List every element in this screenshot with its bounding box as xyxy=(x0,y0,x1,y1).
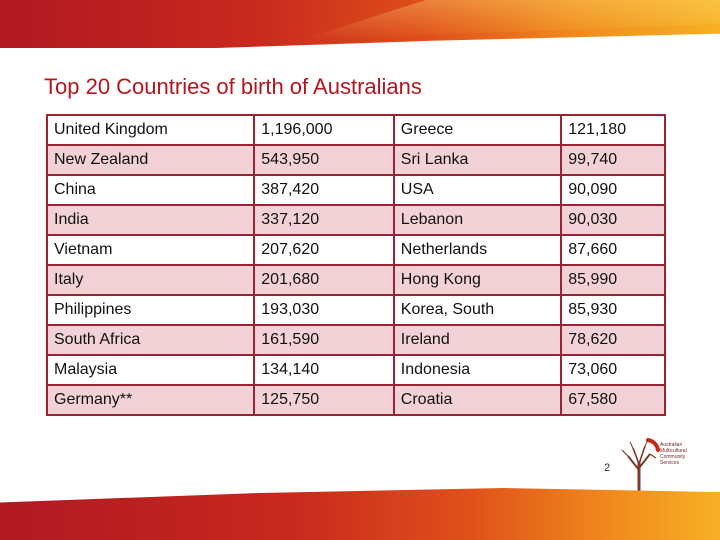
table-row: China 387,420 USA 90,090 xyxy=(45,174,666,206)
table-row: Malaysia 134,140 Indonesia 73,060 xyxy=(45,354,666,386)
population-cell: 90,030 xyxy=(560,204,666,236)
population-cell: 87,660 xyxy=(560,234,666,266)
country-cell: Korea, South xyxy=(392,294,563,326)
population-cell: 201,680 xyxy=(253,264,395,296)
population-cell: 85,990 xyxy=(560,264,666,296)
country-cell: United Kingdom xyxy=(45,114,256,146)
country-cell: Vietnam xyxy=(45,234,256,266)
country-cell: South Africa xyxy=(45,324,256,356)
population-cell: 121,180 xyxy=(560,114,666,146)
population-cell: 125,750 xyxy=(253,384,395,416)
population-cell: 99,740 xyxy=(560,144,666,176)
country-cell: Hong Kong xyxy=(392,264,563,296)
country-cell: Netherlands xyxy=(392,234,563,266)
country-cell: Croatia xyxy=(392,384,563,416)
bottom-decorative-band xyxy=(0,488,720,540)
country-cell: Philippines xyxy=(45,294,256,326)
country-cell: China xyxy=(45,174,256,206)
country-cell: Malaysia xyxy=(45,354,256,386)
table-row: South Africa 161,590 Ireland 78,620 xyxy=(45,324,666,356)
table-row: Vietnam 207,620 Netherlands 87,660 xyxy=(45,234,666,266)
country-cell: Germany** xyxy=(45,384,256,416)
country-cell: USA xyxy=(392,174,563,206)
country-cell: Indonesia xyxy=(392,354,563,386)
slide-title: Top 20 Countries of birth of Australians xyxy=(44,74,422,99)
population-cell: 543,950 xyxy=(253,144,395,176)
logo-line: Services xyxy=(660,460,680,466)
population-cell: 134,140 xyxy=(253,354,395,386)
country-cell: Italy xyxy=(45,264,256,296)
country-cell: India xyxy=(45,204,256,236)
logo-line: Multicultural xyxy=(660,448,687,454)
table-row: Philippines 193,030 Korea, South 85,930 xyxy=(45,294,666,326)
population-cell: 161,590 xyxy=(253,324,395,356)
logo-text: Australian Multicultural Community Servi… xyxy=(660,442,700,466)
country-cell: Ireland xyxy=(392,324,563,356)
population-cell: 67,580 xyxy=(560,384,666,416)
country-cell: Lebanon xyxy=(392,204,563,236)
page-number: 2 xyxy=(604,462,611,474)
population-cell: 78,620 xyxy=(560,324,666,356)
population-cell: 1,196,000 xyxy=(253,114,395,146)
population-cell: 85,930 xyxy=(560,294,666,326)
population-cell: 387,420 xyxy=(253,174,395,206)
population-cell: 193,030 xyxy=(253,294,395,326)
country-cell: New Zealand xyxy=(45,144,256,176)
countries-table: United Kingdom 1,196,000 Greece 121,180 New … xyxy=(45,114,666,416)
population-cell: 73,060 xyxy=(560,354,666,386)
table-row: United Kingdom 1,196,000 Greece 121,180 xyxy=(45,114,666,146)
table-row: New Zealand 543,950 Sri Lanka 99,740 xyxy=(45,144,666,176)
table-row: Italy 201,680 Hong Kong 85,990 xyxy=(45,264,666,296)
logo: Australian Multicultural Community Servi… xyxy=(618,436,710,496)
population-cell: 207,620 xyxy=(253,234,395,266)
logo-line: Community xyxy=(660,454,686,460)
population-cell: 337,120 xyxy=(253,204,395,236)
table-row: India 337,120 Lebanon 90,030 xyxy=(45,204,666,236)
logo-line: Australian xyxy=(660,442,683,448)
tree-icon xyxy=(621,438,660,492)
population-cell: 90,090 xyxy=(560,174,666,206)
table-row: Germany** 125,750 Croatia 67,580 xyxy=(45,384,666,416)
country-cell: Sri Lanka xyxy=(392,144,563,176)
country-cell: Greece xyxy=(392,114,563,146)
